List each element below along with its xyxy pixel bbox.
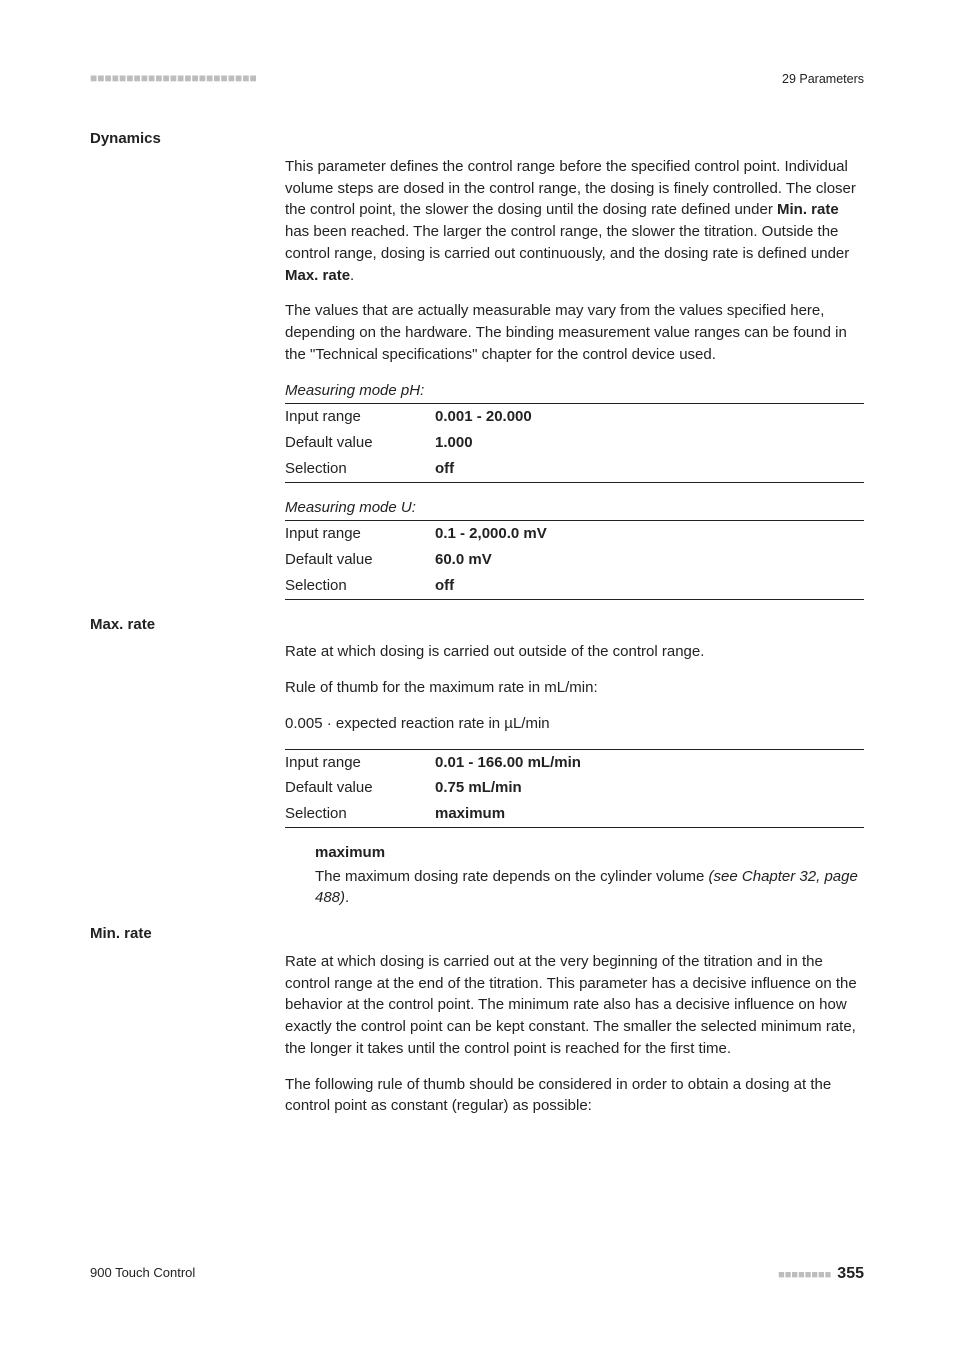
kv-key: Selection <box>285 456 435 482</box>
text-run: 0.005 · expected reaction rate in µL/min <box>285 715 550 732</box>
paragraph: Rate at which dosing is carried out at t… <box>285 951 864 1060</box>
kv-value: off <box>435 456 454 482</box>
section-heading: Dynamics <box>90 128 864 150</box>
kv-row: Input range0.01 - 166.00 mL/min <box>285 749 864 776</box>
kv-row: Default value0.75 mL/min <box>285 775 864 801</box>
kv-value: maximum <box>435 801 505 827</box>
kv-row: Input range0.001 - 20.000 <box>285 403 864 430</box>
selection-desc: The maximum dosing rate depends on the c… <box>315 866 864 910</box>
selection-block: maximum The maximum dosing rate depends o… <box>315 842 864 909</box>
kv-row: Selectionoff <box>285 573 864 600</box>
kv-key: Default value <box>285 775 435 801</box>
text-run: The following rule of thumb should be co… <box>285 1076 831 1115</box>
kv-key: Input range <box>285 404 435 430</box>
paragraph: Rate at which dosing is carried out outs… <box>285 641 864 663</box>
kv-value: 0.001 - 20.000 <box>435 404 532 430</box>
section-heading: Min. rate <box>90 923 864 945</box>
paragraph: The following rule of thumb should be co… <box>285 1074 864 1118</box>
section-heading: Max. rate <box>90 614 864 636</box>
selection-term: maximum <box>315 842 864 864</box>
paragraph: Rule of thumb for the maximum rate in mL… <box>285 677 864 699</box>
kv-key: Selection <box>285 801 435 827</box>
kv-row: Input range0.1 - 2,000.0 mV <box>285 520 864 547</box>
paragraph: 0.005 · expected reaction rate in µL/min <box>285 713 864 735</box>
kv-key: Input range <box>285 750 435 776</box>
text-run: . <box>350 267 354 284</box>
text-run: The values that are actually measurable … <box>285 302 847 363</box>
text-run: . <box>345 889 349 906</box>
text-run: Rule of thumb for the maximum rate in mL… <box>285 679 598 696</box>
text-run: Rate at which dosing is carried out outs… <box>285 643 704 660</box>
kv-row: Selectionoff <box>285 456 864 483</box>
kv-row: Default value1.000 <box>285 430 864 456</box>
text-run: Rate at which dosing is carried out at t… <box>285 953 857 1057</box>
kv-key: Default value <box>285 547 435 573</box>
section-body: Rate at which dosing is carried out at t… <box>285 951 864 1117</box>
kv-key: Default value <box>285 430 435 456</box>
kv-group: Input range0.01 - 166.00 mL/minDefault v… <box>285 749 864 828</box>
text-run: Min. rate <box>777 201 839 218</box>
page-header: ■■■■■■■■■■■■■■■■■■■■■■■ 29 Parameters <box>90 70 864 88</box>
footer-marks: ■■■■■■■■ <box>778 1269 831 1281</box>
footer-product: 900 Touch Control <box>90 1264 195 1283</box>
text-run: This parameter defines the control range… <box>285 158 856 219</box>
text-run: Max. rate <box>285 267 350 284</box>
kv-value: 0.75 mL/min <box>435 775 522 801</box>
kv-value: 1.000 <box>435 430 473 456</box>
kv-caption: Measuring mode pH: <box>285 380 864 402</box>
kv-row: Default value60.0 mV <box>285 547 864 573</box>
text-run: has been reached. The larger the control… <box>285 223 849 262</box>
footer-right: ■■■■■■■■ 355 <box>778 1262 864 1285</box>
section-body: This parameter defines the control range… <box>285 156 864 600</box>
kv-value: off <box>435 573 454 599</box>
kv-caption: Measuring mode U: <box>285 497 864 519</box>
page-footer: 900 Touch Control ■■■■■■■■ 355 <box>90 1262 864 1285</box>
chapter-label: 29 Parameters <box>782 70 864 88</box>
kv-group: Input range0.1 - 2,000.0 mVDefault value… <box>285 520 864 599</box>
kv-value: 60.0 mV <box>435 547 492 573</box>
paragraph: This parameter defines the control range… <box>285 156 864 287</box>
kv-row: Selectionmaximum <box>285 801 864 828</box>
kv-key: Selection <box>285 573 435 599</box>
text-run: The maximum dosing rate depends on the c… <box>315 868 709 885</box>
header-marks: ■■■■■■■■■■■■■■■■■■■■■■■ <box>90 70 257 87</box>
page-number: 355 <box>837 1265 864 1282</box>
section-body: Rate at which dosing is carried out outs… <box>285 641 864 909</box>
kv-value: 0.1 - 2,000.0 mV <box>435 521 547 547</box>
paragraph: The values that are actually measurable … <box>285 300 864 365</box>
kv-group: Input range0.001 - 20.000Default value1.… <box>285 403 864 482</box>
kv-key: Input range <box>285 521 435 547</box>
kv-value: 0.01 - 166.00 mL/min <box>435 750 581 776</box>
